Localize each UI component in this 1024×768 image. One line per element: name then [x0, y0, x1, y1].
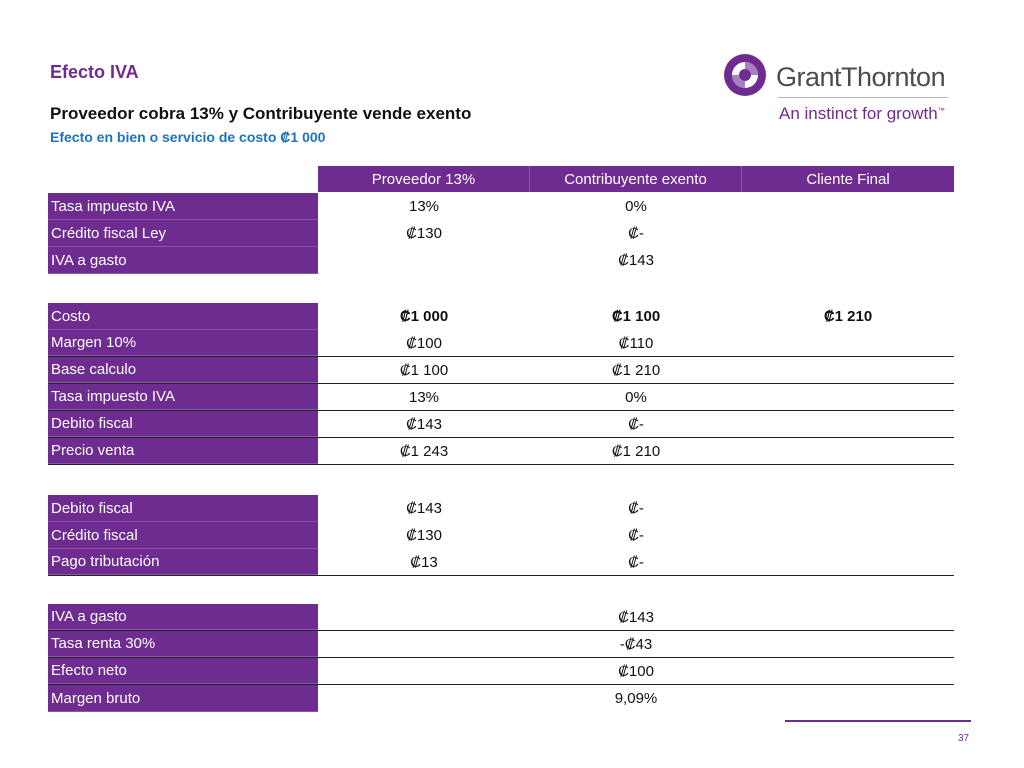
cell-value [742, 604, 954, 630]
slide-subtitle: Proveedor cobra 13% y Contribuyente vend… [50, 104, 472, 123]
row-label: IVA a gasto [48, 247, 318, 274]
row-label: Debito fiscal [48, 495, 318, 522]
table-row: Pago tributación ₡13 ₡- [48, 549, 954, 576]
table-row: Tasa impuesto IVA 13% 0% [48, 193, 954, 220]
table-section-iva-credito: Tasa impuesto IVA 13% 0% Crédito fiscal … [48, 193, 954, 274]
cell-value: ₡1 210 [611, 442, 661, 460]
cell-value [742, 330, 954, 356]
logo-divider [778, 97, 948, 98]
cell-value: ₡1 100 [611, 308, 661, 325]
cell-value [742, 193, 954, 220]
row-label: Tasa impuesto IVA [48, 384, 318, 410]
slide-subnote: Efecto en bien o servicio de costo ₡1 00… [50, 129, 326, 145]
grant-thornton-mark-icon [724, 54, 766, 96]
cell-value: ₡1 100 [399, 361, 449, 379]
logo-wordmark: GrantThornton [776, 62, 946, 92]
cell-value: ₡130 [406, 527, 442, 544]
page-number: 37 [958, 733, 970, 744]
cell-value: ₡110 [618, 334, 654, 352]
table-row: IVA a gasto ₡143 [48, 604, 954, 631]
row-label: Margen bruto [48, 685, 318, 712]
column-header-contribuyente: Contribuyente exento [530, 166, 742, 192]
footer-divider [785, 720, 971, 722]
table-row: Tasa renta 30% -₡43 [48, 631, 954, 658]
table-row: IVA a gasto ₡143 [48, 247, 954, 274]
table-row: Efecto neto ₡100 [48, 658, 954, 685]
table-section-efecto-neto: IVA a gasto ₡143 Tasa renta 30% -₡43 Efe… [48, 604, 954, 712]
cell-value: 0% [625, 388, 647, 406]
table-header: Proveedor 13% Contribuyente exento Clien… [318, 166, 954, 192]
logo-tagline: An instinct for growth™ [779, 104, 945, 123]
row-label: Crédito fiscal Ley [48, 220, 318, 247]
table-row: Costo ₡1 000 ₡1 100 ₡1 210 [48, 303, 954, 330]
row-label: Costo [48, 303, 318, 330]
cell-value: ₡143 [618, 252, 654, 269]
cell-value [742, 658, 954, 684]
cell-value: ₡- [628, 553, 644, 571]
cell-value: 13% [408, 388, 440, 406]
table-row: Debito fiscal ₡143 ₡- [48, 495, 954, 522]
cell-value [318, 631, 530, 657]
column-header-proveedor: Proveedor 13% [318, 166, 530, 192]
table-row: Margen bruto 9,09% [48, 685, 954, 712]
table-row: Crédito fiscal ₡130 ₡- [48, 522, 954, 549]
column-header-cliente: Cliente Final [742, 166, 954, 192]
row-label: Base calculo [48, 357, 318, 383]
cell-value [742, 438, 954, 464]
table-row: Precio venta ₡1 243 ₡1 210 [48, 438, 954, 465]
cell-value [742, 384, 954, 410]
cell-value: ₡1 210 [823, 308, 873, 325]
row-label: Crédito fiscal [48, 522, 318, 549]
cell-value [318, 685, 530, 712]
row-label: Margen 10% [48, 330, 318, 356]
cell-value: -₡43 [619, 635, 653, 653]
row-label: IVA a gasto [48, 604, 318, 630]
cell-value [742, 549, 954, 575]
cell-value [742, 220, 954, 247]
table-row: Tasa impuesto IVA 13% 0% [48, 384, 954, 411]
cell-value [742, 411, 954, 437]
cell-value [742, 631, 954, 657]
cell-value: ₡130 [406, 225, 442, 242]
cell-value: ₡1 210 [611, 361, 661, 379]
cell-value: ₡143 [406, 500, 442, 517]
cell-value [318, 247, 530, 274]
slide-title: Efecto IVA [50, 62, 139, 82]
cell-value: ₡1 243 [399, 442, 449, 460]
row-label: Tasa impuesto IVA [48, 193, 318, 220]
row-label: Pago tributación [48, 549, 318, 575]
cell-value [742, 357, 954, 383]
cell-value: ₡143 [406, 415, 442, 433]
cell-value [318, 604, 530, 630]
table-row: Margen 10% ₡100 ₡110 [48, 330, 954, 357]
cell-value [742, 247, 954, 274]
cell-value: 0% [625, 198, 647, 215]
cell-value: ₡1 000 [399, 308, 449, 325]
cell-value: ₡143 [618, 608, 654, 626]
table-row: Crédito fiscal Ley ₡130 ₡- [48, 220, 954, 247]
table-section-tributacion: Debito fiscal ₡143 ₡- Crédito fiscal ₡13… [48, 495, 954, 576]
cell-value: ₡- [628, 527, 644, 544]
cell-value: ₡- [628, 500, 644, 517]
cell-value: ₡100 [406, 334, 442, 352]
cell-value [742, 495, 954, 522]
table-row: Debito fiscal ₡143 ₡- [48, 411, 954, 438]
table-row: Base calculo ₡1 100 ₡1 210 [48, 357, 954, 384]
cell-value: 13% [408, 198, 440, 215]
cell-value [318, 658, 530, 684]
row-label: Tasa renta 30% [48, 631, 318, 657]
grant-thornton-logo: GrantThornton An instinct for growth™ [722, 52, 962, 132]
cell-value: ₡13 [410, 553, 438, 571]
row-label: Debito fiscal [48, 411, 318, 437]
table-section-costo-precio: Costo ₡1 000 ₡1 100 ₡1 210 Margen 10% ₡1… [48, 303, 954, 465]
cell-value: ₡- [628, 225, 644, 242]
cell-value: 9,09% [614, 690, 658, 707]
cell-value [742, 685, 954, 712]
cell-value [742, 522, 954, 549]
row-label: Efecto neto [48, 658, 318, 684]
row-label: Precio venta [48, 438, 318, 464]
cell-value: ₡100 [618, 662, 654, 680]
cell-value: ₡- [628, 415, 644, 433]
